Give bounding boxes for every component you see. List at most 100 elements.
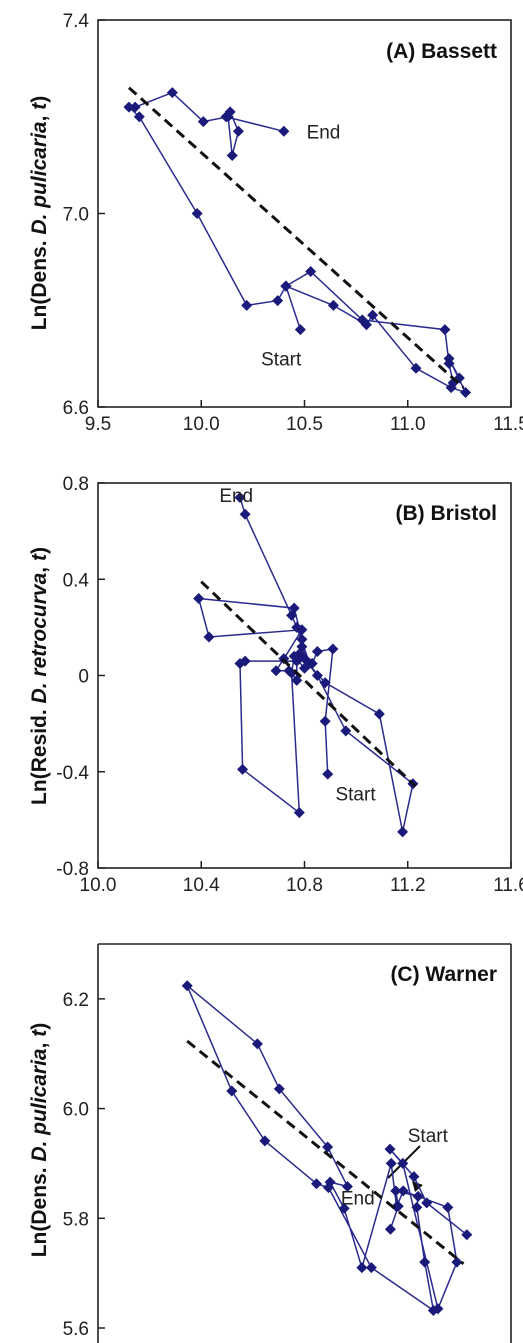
annotation-end-a: End [307,122,341,143]
data-point-c-0-4 [397,1157,409,1169]
data-point-a-0-4 [191,208,203,219]
data-point-c-0-21 [310,1178,322,1190]
data-point-a-0-3 [241,299,253,311]
y-tick-label-c-1: 5.8 [63,1209,89,1230]
data-point-a-0-12 [232,125,244,137]
y-axis-label-b: Ln(Resid. D. retrocurva, t) [28,547,51,805]
data-point-b-0-14 [283,665,295,677]
data-point-c-0-25 [419,1256,431,1268]
data-point-c-0-0 [461,1229,473,1241]
data-point-b-0-26 [397,826,409,838]
data-point-b-0-8 [293,807,305,819]
data-point-c-0-2 [408,1171,420,1183]
data-point-b-0-18 [203,631,215,643]
annotation-end-c: End [341,1188,375,1209]
data-point-a-1-9 [445,382,457,394]
data-point-a-0-14 [220,111,232,123]
data-point-b-0-0 [322,768,334,780]
data-point-c-0-7 [442,1201,454,1213]
data-point-c-0-12 [338,1202,350,1214]
data-point-c-0-14 [341,1180,353,1192]
data-point-b-0-2 [327,643,339,655]
y-tick-label-b-1: -0.4 [56,763,89,784]
x-tick-label-b-3: 11.2 [390,875,426,896]
y-axis-label-c: Ln(Dens. D. pulicaria, t) [28,1023,51,1258]
data-point-c-0-11 [356,1262,368,1274]
x-tick-label-a-0: 9.5 [85,414,111,435]
data-point-a-0-11 [226,149,238,161]
data-point-a-1-14 [280,280,292,292]
data-point-b-0-32 [291,621,303,633]
data-point-c-0-28 [390,1185,402,1197]
data-point-c-0-15 [322,1141,334,1153]
y-tick-label-b-4: 0.8 [63,474,89,495]
x-tick-label-b-4: 11.6 [493,875,523,896]
series-line-a-1 [285,270,468,394]
data-point-a-1-12 [360,319,372,331]
data-point-c-0-8 [397,1185,409,1197]
data-point-a-1-11 [367,309,379,321]
annotation-end-b: End [219,486,253,507]
data-point-c-0-3 [384,1143,396,1155]
y-axis-label-a: Ln(Dens. D. pulicaria, t) [28,96,51,331]
panel-b: (B) Bristol Ln(Resid. D. retrocurva, t) … [28,474,523,896]
data-point-c-0-10 [385,1157,397,1169]
data-point-a-1-10 [410,362,422,374]
y-tick-label-b-2: 0 [78,667,89,688]
trend-line-b [200,580,417,788]
panel-title-b: (B) Bristol [396,502,498,525]
data-point-b-0-35 [234,491,246,503]
data-point-c-0-19 [226,1085,238,1097]
data-point-a-0-15 [278,125,290,137]
x-tick-label-b-0: 10.0 [80,875,117,896]
annotation-start-a: Start [261,350,302,371]
y-tick-label-c-2: 6.0 [63,1100,89,1121]
data-point-a-0-5 [133,111,145,123]
data-point-c-0-16 [273,1083,285,1095]
data-point-c-0-18 [181,980,193,992]
start-arrowhead-c [412,1181,423,1192]
data-point-c-0-17 [251,1038,263,1050]
plot-frame-a [97,19,512,408]
plot-frame-b [97,482,512,869]
data-point-b-0-27 [373,708,385,720]
data-point-a-0-7 [129,101,141,113]
y-tick-label-a-2: 7.4 [63,11,90,32]
data-point-a-0-2 [272,295,284,307]
data-point-b-0-1 [319,715,331,727]
panel-c: (C) Warner Ln(Dens. D. pulicaria, t) 5.6… [28,943,512,1343]
data-point-b-0-11 [239,655,251,667]
data-point-b-0-34 [239,508,251,520]
y-tick-label-c-3: 6.2 [63,990,89,1011]
panel-title-c: (C) Warner [390,963,497,986]
data-point-b-0-33 [286,609,298,621]
data-point-c-0-23 [365,1262,377,1274]
data-point-b-0-15 [270,665,282,677]
series-line-a-0 [127,91,302,330]
trend-line-c [186,1039,465,1265]
data-point-c-0-22 [322,1182,334,1194]
data-point-b-0-31 [304,657,316,669]
panel-a: (A) Bassett Ln(Dens. D. pulicaria, t) 6.… [28,11,523,435]
data-point-c-0-24 [427,1304,439,1316]
data-point-a-1-7 [443,353,455,365]
data-point-b-0-19 [193,593,205,604]
y-tick-label-b-3: 0.4 [63,570,90,591]
data-point-b-0-23 [311,670,323,681]
data-point-c-0-26 [411,1201,423,1213]
data-point-a-0-0 [294,324,306,336]
data-point-c-0-20 [259,1135,271,1147]
x-tick-label-b-2: 10.8 [286,875,323,896]
data-point-b-0-13 [291,674,303,686]
data-point-a-1-13 [327,299,339,311]
y-tick-label-b-0: -0.8 [56,859,89,880]
data-point-b-0-24 [340,725,352,737]
data-point-c-0-27 [412,1190,424,1202]
trend-line-a [127,86,465,389]
annotation-start-c: Start [408,1126,449,1147]
data-point-c-0-29 [392,1200,404,1212]
x-tick-label-a-1: 10.0 [183,414,220,435]
x-tick-label-b-1: 10.4 [183,875,220,896]
data-point-b-0-30 [296,641,308,653]
